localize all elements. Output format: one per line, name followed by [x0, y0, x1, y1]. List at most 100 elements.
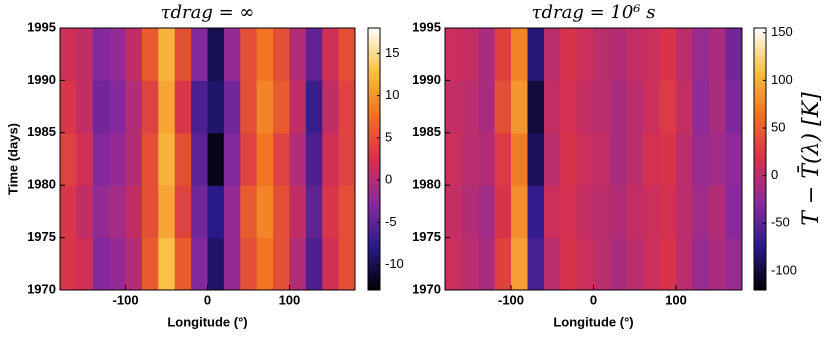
heatmap-cell — [560, 28, 578, 81]
heatmap-cell — [240, 80, 258, 134]
heatmap-cell — [478, 237, 495, 291]
heatmap-cell — [527, 80, 545, 134]
heatmap-cell — [560, 237, 578, 291]
heatmap-cell — [709, 132, 726, 186]
heatmap-cell — [60, 237, 77, 291]
heatmap-cell — [610, 28, 627, 81]
colorbar — [753, 27, 767, 291]
heatmap-cell — [125, 185, 143, 239]
heatmap-cell — [289, 237, 307, 291]
heatmap-cell — [305, 237, 323, 291]
heatmap-cell — [560, 132, 578, 186]
heatmap-cell — [273, 28, 290, 81]
heatmap-cell — [527, 185, 545, 239]
heatmap-cell — [92, 237, 110, 291]
heatmap-cell — [560, 185, 578, 239]
heatmap-cell — [109, 80, 127, 134]
x-tick-label: 0 — [204, 292, 211, 307]
x-tick-label: -100 — [498, 292, 524, 307]
heatmap-cell — [240, 132, 258, 186]
heatmap-cell — [676, 80, 693, 134]
heatmap-cell — [725, 237, 743, 291]
heatmap-cell — [461, 28, 479, 81]
heatmap-cell — [141, 132, 159, 186]
heatmap-cell — [305, 185, 323, 239]
heatmap-cell — [207, 237, 225, 291]
heatmap-cell — [125, 132, 143, 186]
heatmap-cell — [223, 185, 241, 239]
heatmap-cell — [322, 80, 340, 134]
heatmap-cell — [725, 185, 743, 239]
colorbar-tick-label: -10 — [385, 256, 404, 271]
heatmap-cell — [659, 237, 677, 291]
heatmap-cell — [593, 132, 611, 186]
heatmap-cell — [92, 185, 110, 239]
heatmap-cell — [60, 132, 77, 186]
heatmap-cell — [256, 28, 274, 81]
heatmap-cell — [76, 132, 94, 186]
heatmap-cell — [322, 28, 340, 81]
chart-title: τdrag = ∞ — [161, 2, 255, 23]
y-tick-label: 1995 — [412, 19, 441, 34]
heatmap-cell — [461, 185, 479, 239]
heatmap-cell — [125, 80, 143, 134]
heatmap-cell — [174, 185, 192, 239]
heatmap-cell — [692, 237, 710, 291]
y-tick-label: 1970 — [412, 281, 441, 296]
x-tick-label: 100 — [665, 292, 687, 307]
x-axis-label: Longitude (°) — [553, 314, 633, 329]
heatmap-cell — [626, 237, 644, 291]
heatmap-cell — [544, 185, 561, 239]
heatmap-cell — [240, 237, 258, 291]
heatmap-cell — [305, 80, 323, 134]
colorbar-label: T − T̄(λ) [K] — [797, 92, 824, 226]
heatmap-cell — [256, 132, 274, 186]
heatmap-cell — [494, 132, 512, 186]
heatmap-cell — [223, 28, 241, 81]
heatmap-cell — [593, 28, 611, 81]
heatmap-cell — [725, 28, 743, 81]
heatmap-cell — [174, 132, 192, 186]
heatmap-cell — [709, 237, 726, 291]
heatmap-cell — [577, 28, 594, 81]
heatmap-cell — [560, 80, 578, 134]
heatmap-cell — [494, 237, 512, 291]
heatmap-cell — [191, 237, 208, 291]
heatmap-cell — [338, 185, 356, 239]
heatmap-cell — [544, 80, 561, 134]
y-tick-label: 1970 — [27, 281, 56, 296]
y-tick-label: 1985 — [412, 124, 441, 139]
colorbar-tick-label: 50 — [771, 119, 785, 134]
heatmap-cell — [511, 80, 528, 134]
heatmap-cell — [141, 28, 159, 81]
heatmap-cell — [305, 28, 323, 81]
heatmap-cell — [725, 80, 743, 134]
colorbar-tick-label: -100 — [771, 262, 797, 277]
y-tick-label: 1975 — [27, 229, 56, 244]
heatmap-cell — [207, 185, 225, 239]
heatmap-cell — [709, 28, 726, 81]
heatmap-cell — [158, 185, 176, 239]
heatmap-cell — [626, 185, 644, 239]
heatmap-cell — [461, 80, 479, 134]
heatmap-cell — [593, 237, 611, 291]
heatmap-cell — [643, 237, 660, 291]
y-tick-label: 1975 — [412, 229, 441, 244]
heatmap-cell — [626, 28, 644, 81]
heatmap-cell — [610, 132, 627, 186]
heatmap-cell — [577, 80, 594, 134]
colorbar — [367, 27, 381, 291]
heatmap-cell — [125, 28, 143, 81]
heatmap-cell — [338, 237, 356, 291]
heatmap-cell — [461, 132, 479, 186]
heatmap-cell — [322, 185, 340, 239]
heatmap-cell — [191, 185, 208, 239]
heatmap-cell — [478, 80, 495, 134]
heatmap-cell — [223, 132, 241, 186]
heatmap-cell — [577, 185, 594, 239]
heatmap-cell — [92, 132, 110, 186]
heatmap-cell — [207, 132, 225, 186]
heatmap-cell — [643, 28, 660, 81]
colorbar-tick-label: 0 — [771, 167, 778, 182]
